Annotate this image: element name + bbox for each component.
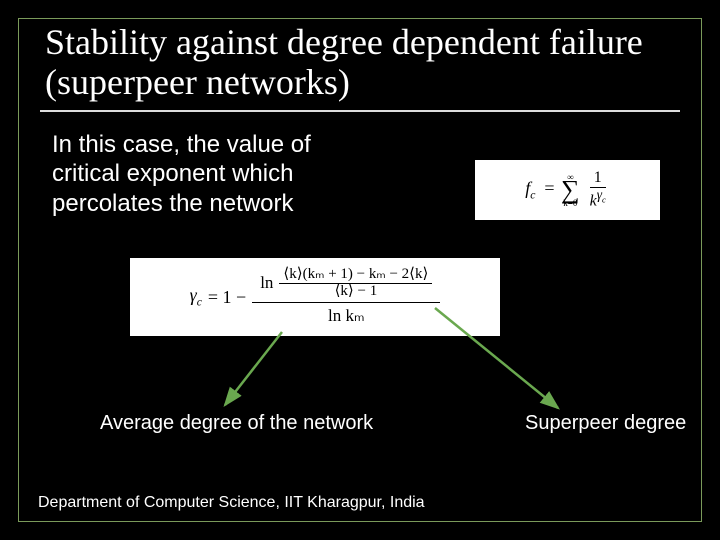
one-minus: = 1 −: [208, 287, 246, 308]
fc-sub: c: [530, 189, 535, 202]
footer-text: Department of Computer Science, IIT Khar…: [38, 494, 425, 512]
fc-fraction: 1 kγc: [586, 170, 610, 210]
title-underline: [40, 110, 680, 112]
body-text: In this case, the value of critical expo…: [52, 130, 352, 218]
slide-title: Stability against degree dependent failu…: [45, 22, 665, 103]
superpeer-degree-label: Superpeer degree: [525, 412, 686, 435]
gamma-fraction: ln ⟨k⟩(kₘ + 1) − kₘ − 2⟨k⟩ ⟨k⟩ − 1 ln kₘ: [252, 267, 440, 327]
formula-gamma: γc = 1 − ln ⟨k⟩(kₘ + 1) − kₘ − 2⟨k⟩ ⟨k⟩ …: [130, 258, 500, 336]
formula-fc: fc = ∞ ∑ k=0 1 kγc: [475, 160, 660, 220]
summation-icon: ∞ ∑ k=0: [561, 174, 580, 207]
avg-degree-label: Average degree of the network: [100, 412, 373, 435]
inner-fraction: ⟨k⟩(kₘ + 1) − kₘ − 2⟨k⟩ ⟨k⟩ − 1: [279, 267, 432, 300]
gamma-var: γ: [190, 285, 197, 305]
